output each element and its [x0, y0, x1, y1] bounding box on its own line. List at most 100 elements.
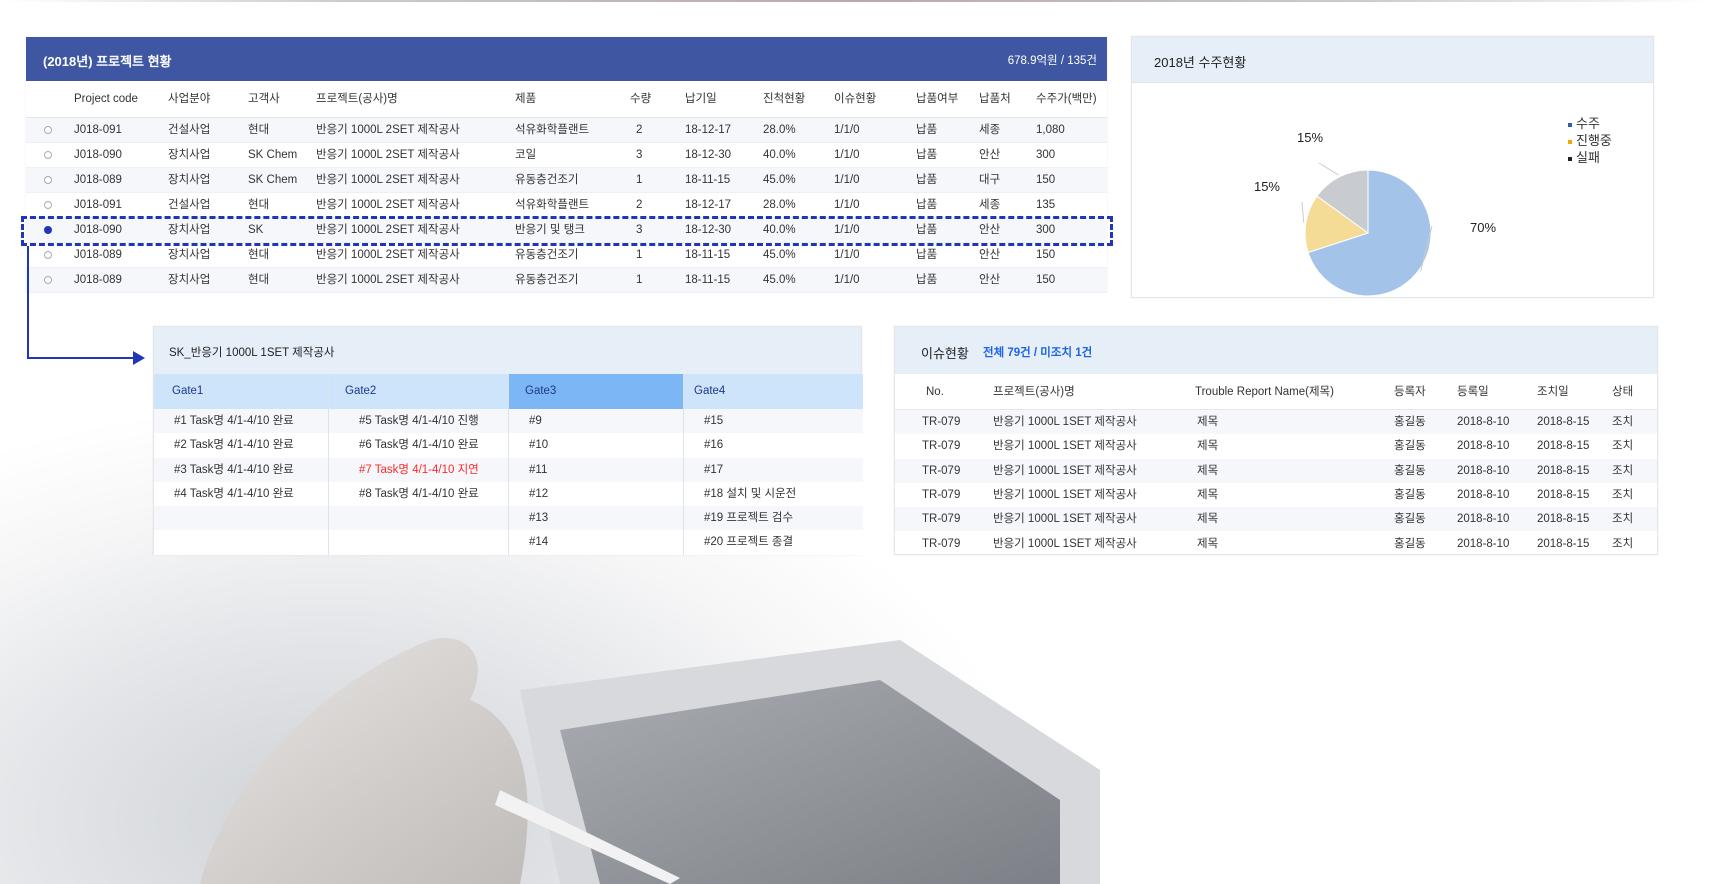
column-header[interactable]: No.	[926, 386, 944, 398]
column-header[interactable]: 수주가(백만)	[1036, 93, 1097, 105]
gate-header-tab[interactable]: Gate3	[509, 374, 683, 409]
column-header[interactable]: 등록자	[1394, 386, 1426, 398]
gate-task-item[interactable]: #16	[684, 433, 863, 458]
row-radio-button[interactable]	[44, 276, 52, 284]
table-cell: 현대	[248, 124, 270, 136]
gate-header-tab[interactable]: Gate1	[154, 374, 328, 409]
gate-task-item[interactable]: #8 Task명 4/1-4/10 완료	[329, 481, 508, 507]
gate-task-item[interactable]: #9	[509, 409, 683, 434]
gate-task-item[interactable]	[154, 506, 328, 531]
column-header[interactable]: 이슈현황	[834, 93, 877, 105]
table-row[interactable]: J018-091 건설사업 현대 반응기 1000L 2SET 제작공사 석유화학플랜트…	[26, 118, 1107, 143]
pie-slice-진행중[interactable]	[1304, 195, 1370, 254]
top-divider	[0, 0, 1710, 2]
gate-task-item[interactable]: #15	[684, 409, 863, 434]
gate-task-item[interactable]	[329, 530, 508, 555]
pie-slice-수주[interactable]	[1307, 169, 1432, 297]
column-header[interactable]: 등록일	[1457, 386, 1489, 398]
table-row[interactable]: TR-079 반응기 1000L 1SET 제작공사 제목 홍길동 2018-8-10 2…	[895, 483, 1657, 507]
gate-task-item[interactable]	[329, 506, 508, 531]
column-header[interactable]: 프로젝트(공사)명	[993, 386, 1075, 398]
table-cell: 대구	[979, 174, 1001, 186]
column-header[interactable]: 진척현황	[763, 93, 806, 105]
row-radio-button[interactable]	[44, 201, 52, 209]
gate-task-item[interactable]: #18 설치 및 시운전	[684, 481, 863, 507]
gate-task-item[interactable]: #4 Task명 4/1-4/10 완료	[154, 481, 328, 507]
gate-task-item[interactable]: #2 Task명 4/1-4/10 완료	[154, 433, 328, 458]
table-row[interactable]: TR-079 반응기 1000L 1SET 제작공사 제목 홍길동 2018-8-10 2…	[895, 532, 1657, 556]
table-row[interactable]: J018-091 건설사업 현대 반응기 1000L 2SET 제작공사 석유화학플랜트…	[26, 193, 1107, 218]
table-row[interactable]: TR-079 반응기 1000L 1SET 제작공사 제목 홍길동 2018-8-10 2…	[895, 458, 1657, 483]
table-cell: 홍길동	[1394, 416, 1426, 428]
issue-panel-summary[interactable]: 전체 79건 / 미조치 1건	[983, 347, 1093, 359]
row-radio-button[interactable]	[44, 151, 52, 159]
table-cell: 28.0%	[763, 124, 796, 136]
row-radio-button[interactable]	[44, 176, 52, 184]
table-cell: 3	[636, 149, 643, 161]
legend-label: 실패	[1576, 150, 1600, 165]
table-cell: 납품	[916, 149, 938, 161]
column-header[interactable]: 프로젝트(공사)명	[316, 93, 398, 105]
gate-task-item[interactable]: #17	[684, 457, 863, 482]
table-cell: TR-079	[922, 416, 961, 428]
table-cell: 홍길동	[1394, 488, 1426, 501]
column-header[interactable]: 납품처	[979, 93, 1011, 105]
gate-task-item[interactable]: #11	[509, 457, 683, 482]
table-row[interactable]: J018-089 장치사업 현대 반응기 1000L 2SET 제작공사 유동층건조기 1…	[26, 243, 1107, 268]
gate-task-item[interactable]: #1 Task명 4/1-4/10 완료	[154, 409, 328, 434]
gate-column-Gate3: Gate3 #9 #10 #11 #12 #13 #14	[508, 374, 683, 555]
gate-task-item[interactable]: #13	[509, 506, 683, 531]
gate-task-item[interactable]: #6 Task명 4/1-4/10 완료	[329, 433, 508, 458]
table-row[interactable]: TR-079 반응기 1000L 1SET 제작공사 제목 홍길동 2018-8-10 2…	[895, 434, 1657, 458]
table-cell: 현대	[248, 199, 270, 211]
table-cell: 1/1/0	[834, 124, 860, 136]
gate-task-item[interactable]: #20 프로젝트 종결	[684, 530, 863, 555]
column-header[interactable]: 사업분야	[168, 93, 211, 105]
table-cell: 안산	[979, 224, 1001, 236]
column-header[interactable]: 수량	[630, 93, 652, 105]
column-header[interactable]: 조치일	[1537, 386, 1569, 398]
gate-task-item[interactable]: #5 Task명 4/1-4/10 진행	[329, 409, 508, 434]
column-header[interactable]: 상태	[1612, 386, 1634, 398]
column-header[interactable]: Trouble Report Name(제목)	[1195, 386, 1334, 398]
table-cell: 조치	[1612, 464, 1634, 477]
legend-swatch	[1568, 122, 1572, 127]
table-cell: 2018-8-15	[1537, 513, 1590, 526]
table-cell: TR-079	[922, 464, 961, 477]
legend-item-실패[interactable]: 실패	[1568, 149, 1612, 166]
table-cell: 석유화학플랜트	[515, 124, 590, 136]
table-row[interactable]: J018-089 장치사업 현대 반응기 1000L 2SET 제작공사 유동층건조기 1…	[26, 268, 1107, 293]
legend-item-진행중[interactable]: 진행중	[1568, 132, 1612, 149]
gate-header-tab[interactable]: Gate4	[684, 374, 863, 409]
issue-table-header: No. 프로젝트(공사)명 Trouble Report Name(제목) 등록자 등록…	[895, 374, 1657, 410]
pie-data-label: 15%	[1254, 179, 1280, 194]
gate-task-item[interactable]: #3 Task명 4/1-4/10 완료	[154, 457, 328, 482]
table-row[interactable]: J018-090 장치사업 SK 반응기 1000L 2SET 제작공사 반응기 및 탱…	[26, 218, 1107, 243]
row-radio-button[interactable]	[44, 251, 52, 259]
table-cell: 45.0%	[763, 174, 796, 186]
table-cell: J018-090	[74, 149, 122, 161]
column-header[interactable]: 고객사	[248, 93, 280, 105]
gate-header-tab[interactable]: Gate2	[329, 374, 508, 409]
column-header[interactable]: 납기일	[685, 93, 717, 105]
legend-item-수주[interactable]: 수주	[1568, 115, 1612, 132]
table-cell: 2018-8-10	[1457, 537, 1510, 550]
table-row[interactable]: J018-090 장치사업 SK Chem 반응기 1000L 2SET 제작공사 코일…	[26, 143, 1107, 168]
row-radio-button[interactable]	[44, 126, 52, 134]
table-cell: J018-091	[74, 199, 122, 211]
column-header[interactable]: Project code	[74, 93, 138, 105]
gate-task-item[interactable]	[154, 530, 328, 555]
table-cell: TR-079	[922, 440, 961, 453]
gate-task-item[interactable]: #12	[509, 481, 683, 507]
pie-slice-실패[interactable]	[1316, 169, 1369, 234]
gate-task-item[interactable]: #10	[509, 433, 683, 458]
table-row[interactable]: J018-089 장치사업 SK Chem 반응기 1000L 2SET 제작공사 유동…	[26, 168, 1107, 193]
gate-task-item[interactable]: #19 프로젝트 검수	[684, 506, 863, 531]
row-radio-button[interactable]	[44, 226, 52, 234]
gate-task-item[interactable]: #7 Task명 4/1-4/10 지연	[329, 457, 508, 482]
column-header[interactable]: 제품	[515, 93, 537, 105]
column-header[interactable]: 납품여부	[916, 93, 959, 105]
gate-task-item[interactable]: #14	[509, 530, 683, 555]
table-row[interactable]: TR-079 반응기 1000L 1SET 제작공사 제목 홍길동 2018-8-10 2…	[895, 410, 1657, 435]
table-row[interactable]: TR-079 반응기 1000L 1SET 제작공사 제목 홍길동 2018-8-10 2…	[895, 507, 1657, 532]
